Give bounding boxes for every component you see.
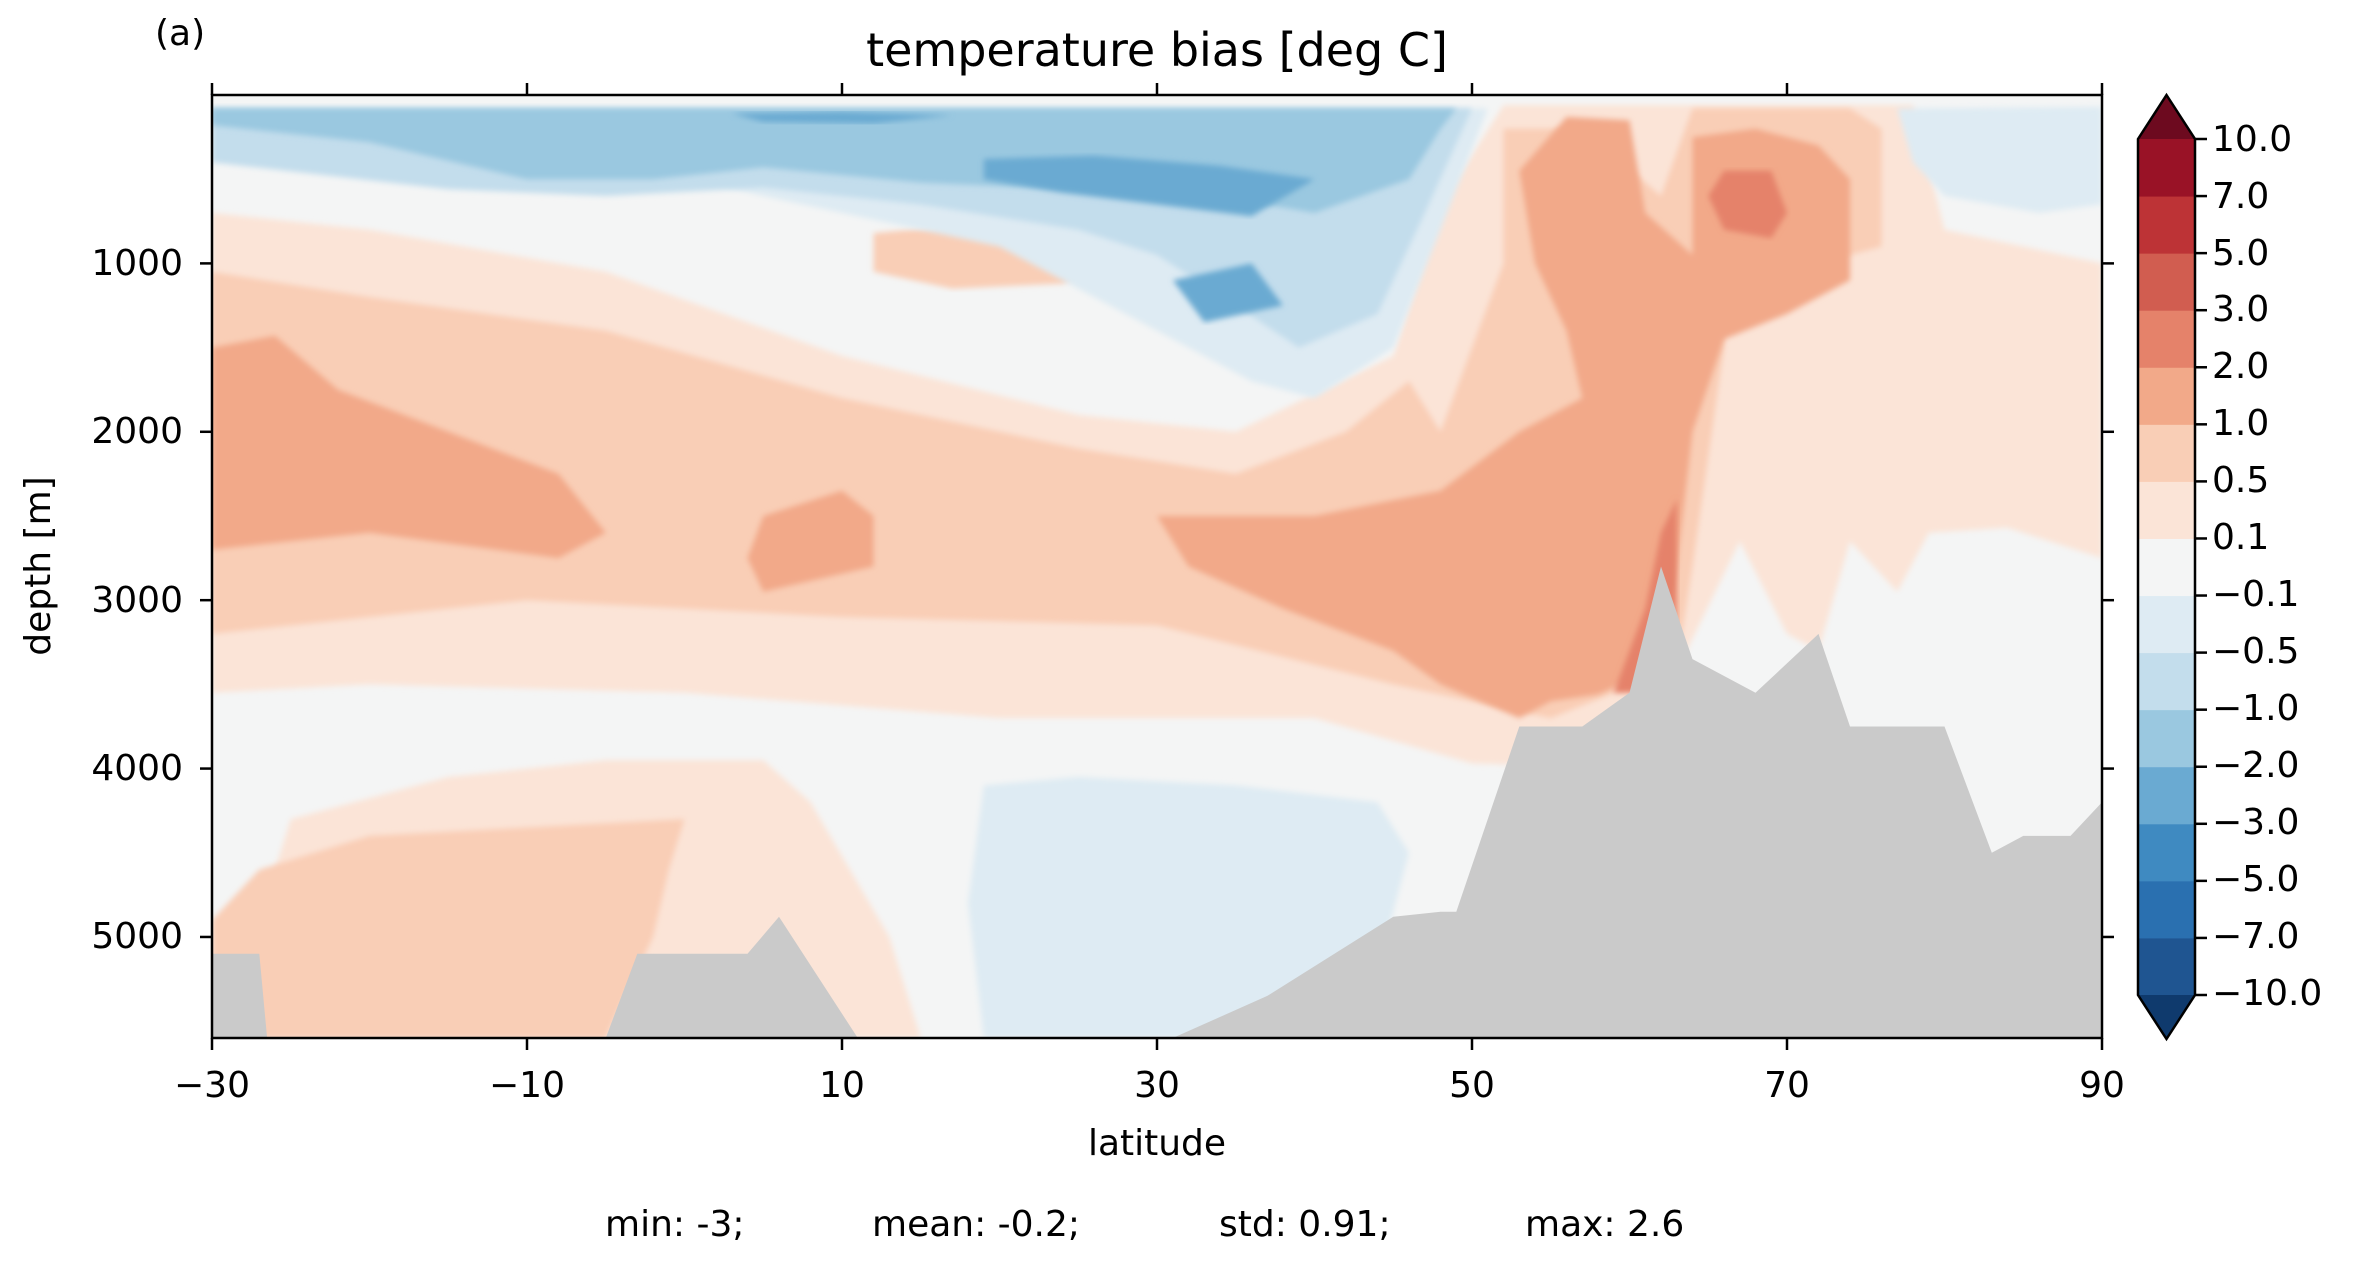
x-axis-title: latitude bbox=[1088, 1123, 1226, 1164]
colorbar-segment bbox=[2138, 595, 2195, 654]
y-tick-labels: 1000 2000 3000 4000 5000 bbox=[91, 243, 183, 957]
x-tick-label: 50 bbox=[1449, 1065, 1495, 1106]
contour-region bbox=[1708, 170, 1787, 239]
contour-region bbox=[968, 777, 1409, 1038]
chart-title: temperature bias [deg C] bbox=[866, 23, 1448, 77]
contour-region bbox=[212, 819, 685, 1038]
colorbar-segment bbox=[2138, 538, 2195, 597]
plot-area bbox=[200, 83, 2114, 1050]
colorbar-extend-max bbox=[2138, 95, 2195, 139]
contour-region bbox=[731, 111, 953, 124]
colorbar-segment bbox=[2138, 424, 2195, 482]
colorbar-segment bbox=[2138, 823, 2195, 882]
contour-region bbox=[1157, 116, 1850, 719]
y-tick-label: 1000 bbox=[91, 243, 183, 284]
y-tick-label: 5000 bbox=[91, 916, 183, 957]
colorbar-tick-label: −1.0 bbox=[2212, 688, 2299, 729]
contour-region bbox=[1897, 106, 2102, 213]
panel-label: (a) bbox=[155, 13, 205, 54]
x-tick-label: −30 bbox=[174, 1065, 250, 1106]
colorbar-tick-label: 5.0 bbox=[2212, 233, 2269, 274]
colorbar-tick-label: 7.0 bbox=[2212, 176, 2269, 217]
stat-mean: mean: -0.2; bbox=[872, 1204, 1080, 1245]
colorbar-extend-min bbox=[2138, 995, 2195, 1039]
colorbar-segment bbox=[2138, 709, 2195, 768]
x-tick-labels: −30 −10 10 30 50 70 90 bbox=[174, 1065, 2125, 1106]
colorbar-tick-label: −0.1 bbox=[2212, 574, 2299, 615]
colorbar-tick-label: 2.0 bbox=[2212, 346, 2269, 387]
statistics-line: min: -3; mean: -0.2; std: 0.91; max: 2.6 bbox=[605, 1204, 1684, 1245]
colorbar-tick-labels: 10.0 7.0 5.0 3.0 2.0 1.0 0.5 0.1 −0.1 −0… bbox=[2212, 119, 2322, 1014]
y-tick-label: 3000 bbox=[91, 580, 183, 621]
x-tick-label: 10 bbox=[819, 1065, 865, 1106]
colorbar-tick-label: −2.0 bbox=[2212, 745, 2299, 786]
y-tick-label: 2000 bbox=[91, 411, 183, 452]
x-tick-label: 30 bbox=[1134, 1065, 1180, 1106]
stat-std: std: 0.91; bbox=[1219, 1204, 1391, 1245]
colorbar-tick-label: −10.0 bbox=[2212, 973, 2322, 1014]
axis-ticks bbox=[200, 83, 2114, 1050]
colorbar-segment bbox=[2138, 937, 2195, 996]
y-tick-label: 4000 bbox=[91, 748, 183, 789]
colorbar-tick-label: 3.0 bbox=[2212, 289, 2269, 330]
colorbar-segment bbox=[2138, 253, 2195, 311]
x-tick-label: 70 bbox=[1764, 1065, 1810, 1106]
colorbar-tick-label: −5.0 bbox=[2212, 859, 2299, 900]
colorbar-segment bbox=[2138, 481, 2195, 539]
colorbar bbox=[2136, 92, 2197, 1042]
colorbar-segment bbox=[2138, 367, 2195, 425]
x-tick-label: 90 bbox=[2079, 1065, 2125, 1106]
bathymetry-land-mask bbox=[212, 566, 2102, 1038]
contour-region bbox=[1172, 263, 1283, 323]
contour-region bbox=[212, 335, 606, 559]
colorbar-segment bbox=[2138, 139, 2195, 197]
stat-min: min: -3; bbox=[605, 1204, 744, 1245]
colorbar-segment bbox=[2138, 310, 2195, 368]
stat-max: max: 2.6 bbox=[1525, 1204, 1684, 1245]
colorbar-tick-label: 10.0 bbox=[2212, 119, 2292, 160]
colorbar-segment bbox=[2138, 652, 2195, 711]
x-tick-label: −10 bbox=[489, 1065, 565, 1106]
colorbar-tick-label: −0.5 bbox=[2212, 631, 2299, 672]
colorbar-segment bbox=[2138, 880, 2195, 939]
colorbar-tick-label: 0.5 bbox=[2212, 460, 2269, 501]
colorbar-segment bbox=[2138, 196, 2195, 254]
contour-region bbox=[983, 155, 1315, 217]
colorbar-tick-label: −7.0 bbox=[2212, 916, 2299, 957]
contour-region bbox=[747, 490, 874, 592]
colorbar-tick-label: 1.0 bbox=[2212, 403, 2269, 444]
colorbar-tick-label: 0.1 bbox=[2212, 517, 2269, 558]
colorbar-tick-label: −3.0 bbox=[2212, 802, 2299, 843]
contour-field bbox=[212, 105, 2102, 1038]
colorbar-ticks bbox=[2195, 137, 2207, 997]
colorbar-segment bbox=[2138, 766, 2195, 825]
y-axis-title: depth [m] bbox=[18, 476, 59, 655]
